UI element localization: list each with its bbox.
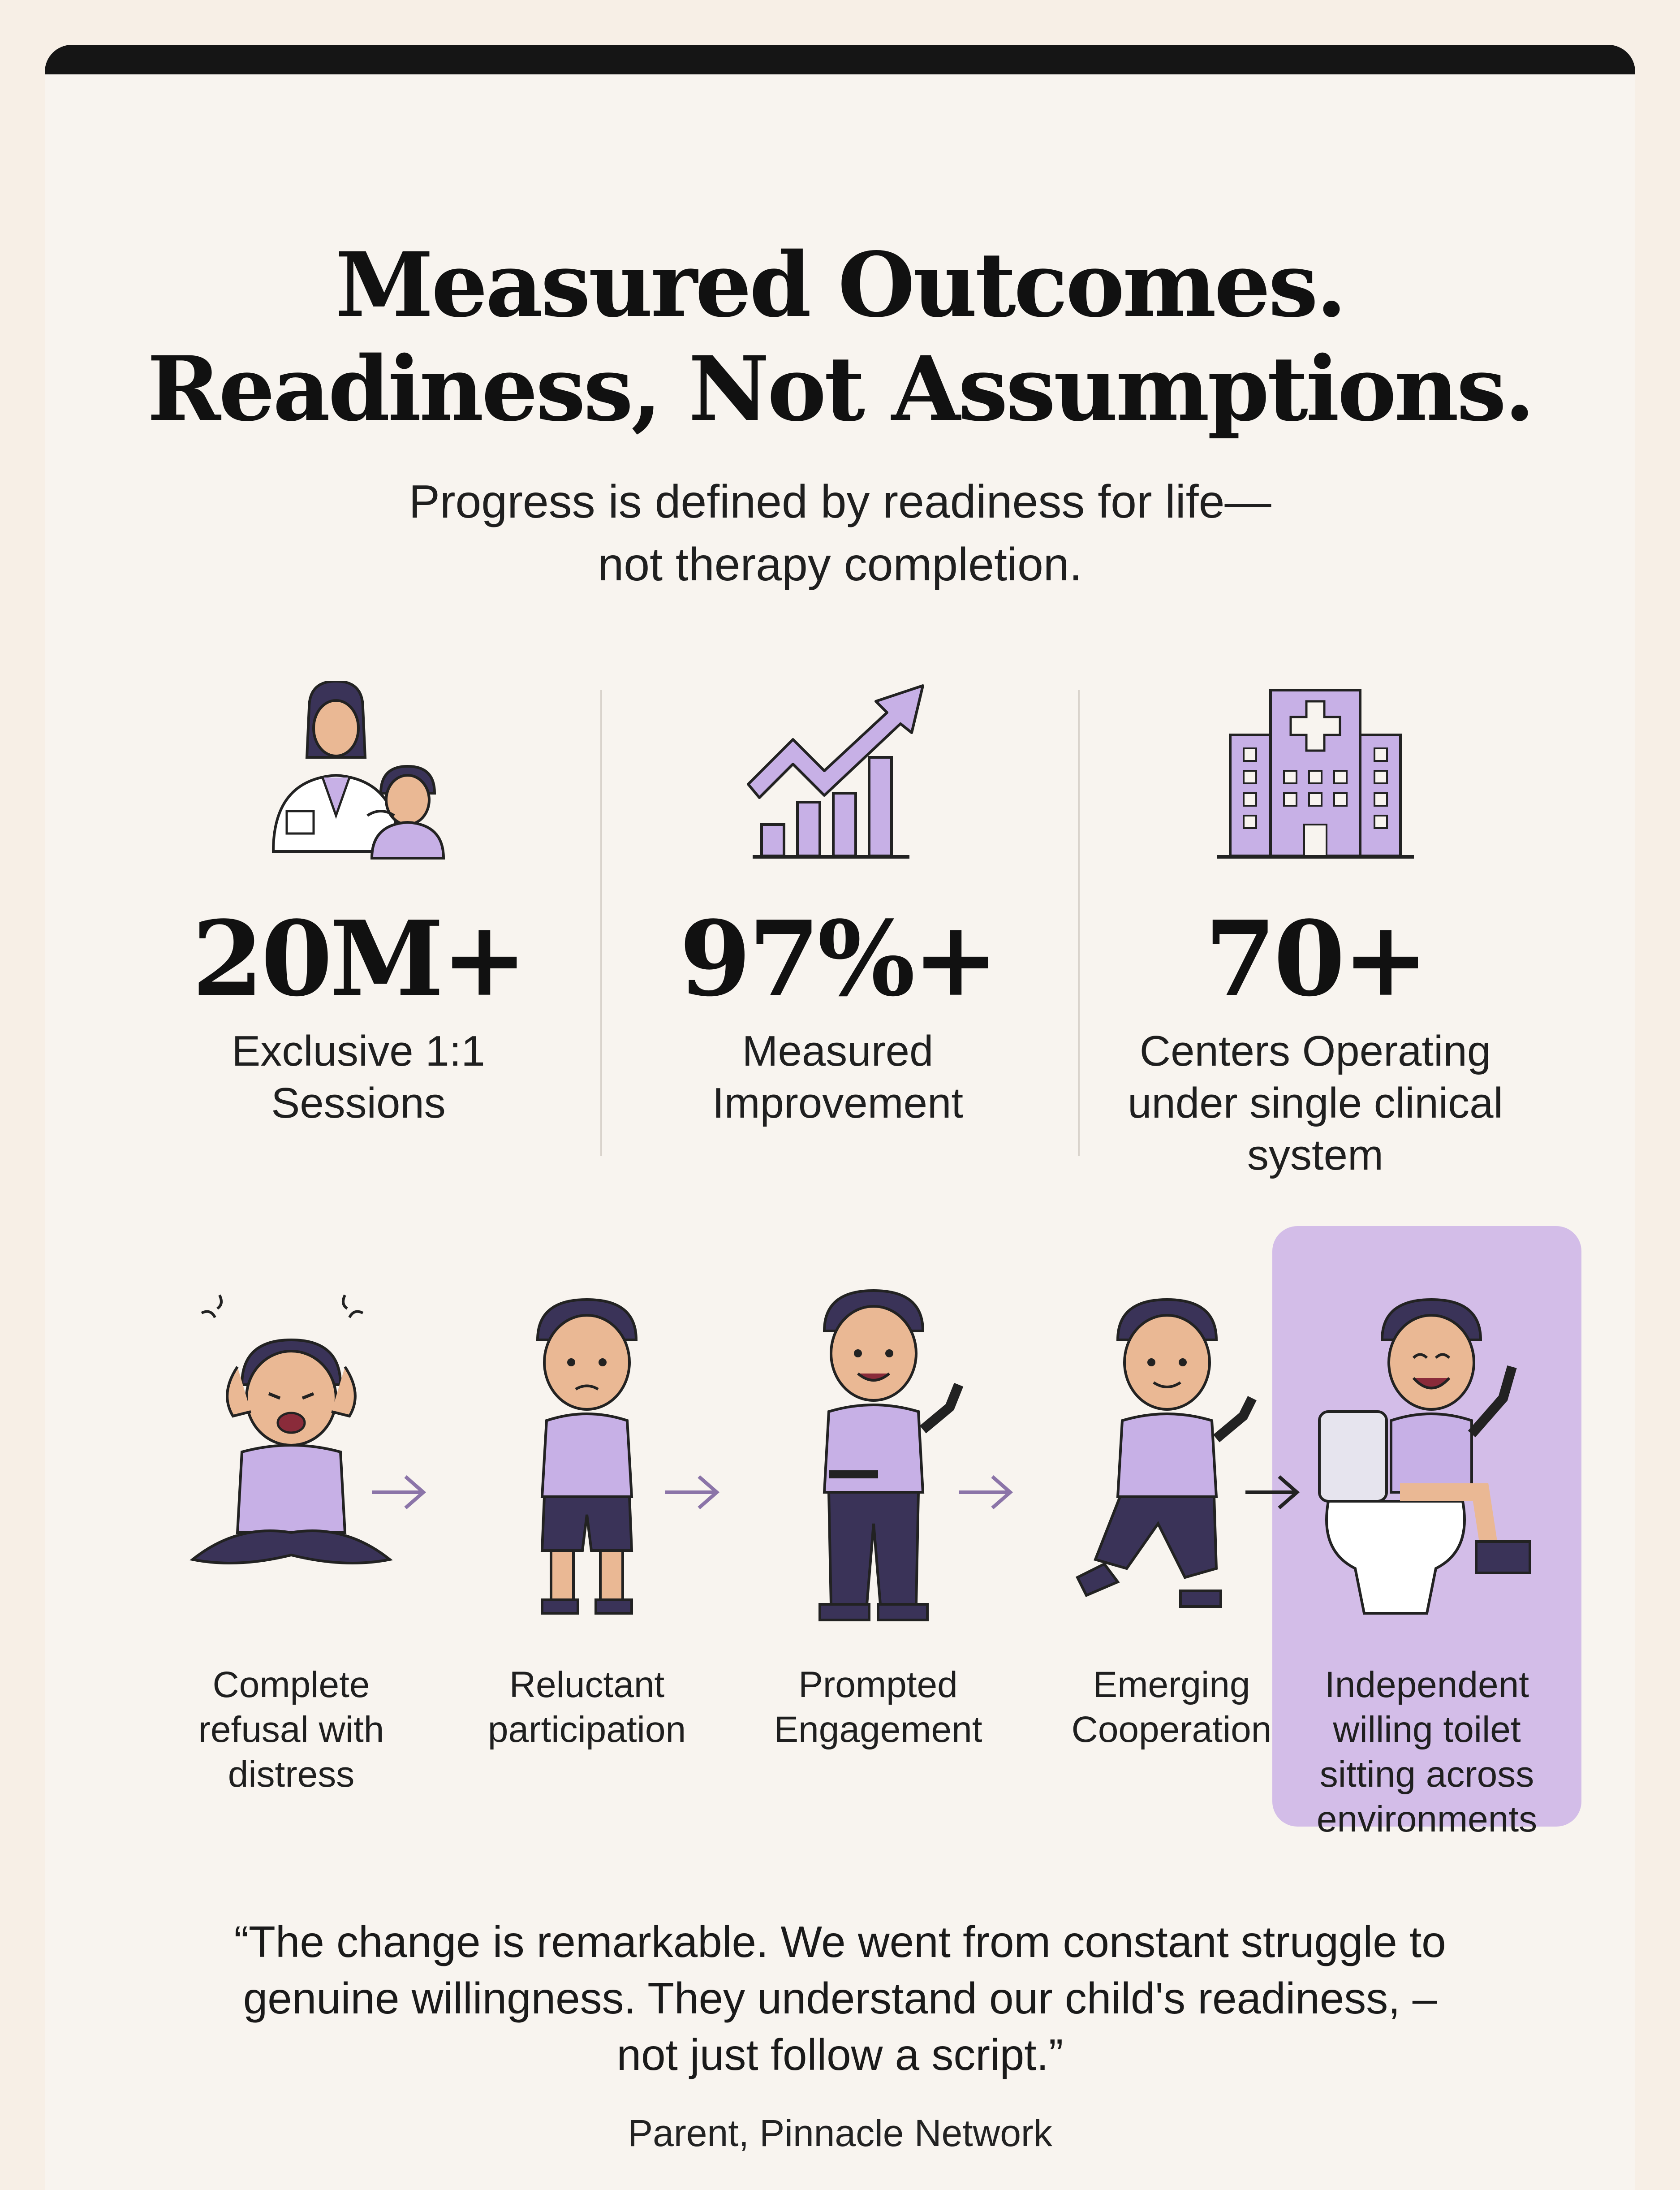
stage-refusal bbox=[148, 1282, 435, 1640]
stage-emerging bbox=[1028, 1282, 1315, 1640]
stat-divider-1 bbox=[600, 690, 602, 1156]
stage-label-reluctant: Reluctant participation bbox=[444, 1663, 730, 1752]
testimonial-quote: “The change is remarkable. We went from … bbox=[45, 1914, 1635, 2083]
subtitle: Progress is defined by readiness for lif… bbox=[45, 471, 1635, 596]
top-bar bbox=[45, 45, 1635, 74]
distressed-child-icon bbox=[190, 1294, 393, 1564]
testimonial-attribution: Parent, Pinnacle Network bbox=[628, 2112, 1052, 2154]
title-line-1: Measured Outcomes. bbox=[335, 233, 1347, 337]
arrow-right-icon bbox=[665, 1475, 720, 1510]
stage-label-line: Cooperation bbox=[1071, 1709, 1272, 1750]
stage-label-refusal: Complete refusal with distress bbox=[148, 1663, 435, 1797]
hospital-building-icon bbox=[1217, 689, 1414, 859]
child-on-toilet-icon bbox=[1318, 1298, 1531, 1615]
stat-improvement: 97%+ Measured Improvement bbox=[600, 681, 1075, 1129]
stat-sessions: 20M+ Exclusive 1:1 Sessions bbox=[121, 681, 596, 1129]
stage-label-line: participation bbox=[487, 1709, 686, 1750]
infographic-card: Measured Outcomes. Readiness, Not Assump… bbox=[45, 45, 1635, 2190]
stat-label-line: Measured bbox=[742, 1027, 934, 1075]
subtitle-line-1: Progress is defined by readiness for lif… bbox=[409, 476, 1271, 528]
stage-label-line: Complete bbox=[212, 1664, 370, 1705]
stat-divider-2 bbox=[1078, 690, 1080, 1156]
stage-independent bbox=[1284, 1282, 1570, 1640]
quote-line: genuine willingness. They understand our… bbox=[243, 1974, 1437, 2023]
stat-label-line: Exclusive 1:1 bbox=[232, 1027, 485, 1075]
page-title: Measured Outcomes. Readiness, Not Assump… bbox=[45, 233, 1635, 441]
stage-label-line: environments bbox=[1316, 1799, 1538, 1840]
stat-label-sessions: Exclusive 1:1 Sessions bbox=[121, 1025, 596, 1129]
pointing-child-icon bbox=[818, 1289, 964, 1621]
stage-prompted bbox=[735, 1282, 1021, 1640]
clinician-with-child-icon bbox=[271, 681, 445, 860]
stage-label-line: Independent bbox=[1324, 1664, 1529, 1705]
stage-label-line: Reluctant bbox=[509, 1664, 665, 1705]
stage-label-line: Prompted bbox=[798, 1664, 958, 1705]
subtitle-line-2: not therapy completion. bbox=[598, 539, 1082, 591]
stage-label-line: sitting across bbox=[1319, 1754, 1534, 1795]
arrow-right-icon bbox=[959, 1475, 1013, 1510]
stage-label-line: willing toilet bbox=[1333, 1709, 1521, 1750]
stat-label-centers: Centers Operating under single clinical … bbox=[1078, 1025, 1553, 1181]
stat-centers: 70+ Centers Operating under single clini… bbox=[1078, 681, 1553, 1181]
stage-label-emerging: Emerging Cooperation bbox=[1028, 1663, 1315, 1752]
growth-chart-icon bbox=[747, 684, 924, 859]
stat-value-centers: 70+ bbox=[1204, 898, 1429, 1019]
stat-label-line: Centers Operating bbox=[1139, 1027, 1491, 1075]
stage-label-line: Emerging bbox=[1093, 1664, 1250, 1705]
stat-label-improvement: Measured Improvement bbox=[600, 1025, 1075, 1129]
stage-label-line: Engagement bbox=[774, 1709, 982, 1750]
stat-label-line: Improvement bbox=[712, 1079, 964, 1127]
arrow-right-icon bbox=[1245, 1475, 1300, 1510]
stat-value-sessions: 20M+ bbox=[192, 898, 527, 1019]
title-line-2: Readiness, Not Assumptions. bbox=[147, 337, 1535, 441]
stage-reluctant bbox=[444, 1282, 730, 1640]
stat-label-line: system bbox=[1247, 1131, 1384, 1179]
hesitant-child-icon bbox=[536, 1298, 638, 1615]
quote-line: not just follow a script.” bbox=[616, 2030, 1064, 2079]
walking-child-icon bbox=[1075, 1298, 1257, 1608]
arrow-right-icon bbox=[372, 1475, 426, 1510]
stage-label-independent: Independent willing toilet sitting acros… bbox=[1284, 1663, 1570, 1842]
stat-label-line: Sessions bbox=[271, 1079, 446, 1127]
quote-line: “The change is remarkable. We went from … bbox=[234, 1917, 1446, 1966]
stage-label-line: distress bbox=[228, 1754, 355, 1795]
stat-value-improvement: 97%+ bbox=[679, 898, 999, 1019]
stage-label-line: refusal with bbox=[198, 1709, 384, 1750]
stat-label-line: under single clinical bbox=[1128, 1079, 1503, 1127]
stage-label-prompted: Prompted Engagement bbox=[735, 1663, 1021, 1752]
